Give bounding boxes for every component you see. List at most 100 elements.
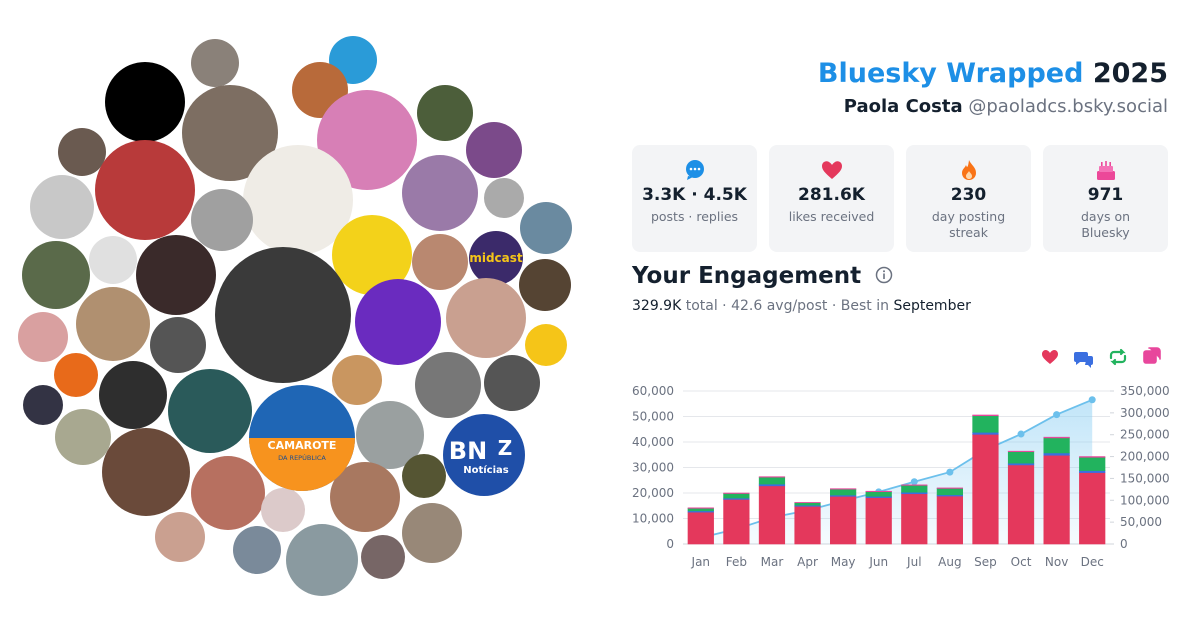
bar-segment xyxy=(723,499,750,545)
bar-segment xyxy=(1007,451,1035,464)
avatar xyxy=(412,234,468,290)
y-tick-label: 10,000 xyxy=(632,512,674,526)
x-tick-label: Apr xyxy=(797,555,818,569)
avatar xyxy=(22,241,90,309)
avatar xyxy=(402,503,462,563)
bar-segment xyxy=(936,488,963,496)
y2-tick-label: 350,000 xyxy=(1120,384,1170,398)
avatar xyxy=(356,401,424,469)
stat-card: 3.3K · 4.5K posts · replies xyxy=(632,145,757,252)
avatar-logo-text: Notícias xyxy=(463,464,509,476)
bar-segment xyxy=(1079,456,1106,458)
avatar-logo-text: midcast xyxy=(469,251,523,265)
bar-segment xyxy=(865,491,892,497)
y-tick-label: 30,000 xyxy=(632,461,674,475)
x-tick-label: Nov xyxy=(1045,555,1068,569)
icon xyxy=(1096,161,1115,180)
avatar xyxy=(18,312,68,362)
cumulative-point xyxy=(910,478,918,486)
avatar-logo-text: Z xyxy=(498,436,513,460)
avatar-logo-text: BN xyxy=(449,437,487,465)
handle: @paoladcs.bsky.social xyxy=(968,96,1168,117)
icon xyxy=(961,160,976,180)
avatar xyxy=(191,39,239,87)
avatar xyxy=(520,202,572,254)
y2-tick-label: 50,000 xyxy=(1120,515,1162,529)
bar-segment xyxy=(972,434,999,545)
stat-label: posts · replies xyxy=(650,209,739,224)
x-tick-label: Jul xyxy=(906,555,921,569)
stat-label: day posting streak xyxy=(931,209,1006,240)
engagement-summary: 329.9K total · 42.6 avg/post · Best in S… xyxy=(632,298,971,314)
icon xyxy=(821,161,842,179)
y2-tick-label: 150,000 xyxy=(1120,471,1170,485)
cumulative-point xyxy=(1053,411,1061,419)
bar-segment xyxy=(687,507,714,512)
bar-segment xyxy=(1007,464,1035,545)
bar-segment xyxy=(758,485,786,545)
avatar xyxy=(136,235,216,315)
legend-icon[interactable] xyxy=(1143,347,1161,364)
bar-segment xyxy=(972,415,999,433)
stat-value: 230 xyxy=(950,185,987,205)
legend-icon[interactable] xyxy=(1074,352,1093,368)
x-tick-label: Dec xyxy=(1081,555,1104,569)
avatar xyxy=(469,231,523,285)
avatar xyxy=(215,247,351,383)
avatar xyxy=(95,140,195,240)
avatar xyxy=(23,385,63,425)
avatar xyxy=(484,355,540,411)
x-tick-label: Mar xyxy=(761,555,784,569)
legend-icon[interactable] xyxy=(1042,349,1058,364)
avatar-logo-text: DA REPÚBLICA xyxy=(278,453,326,462)
profile: Paola Costa @paoladcs.bsky.social xyxy=(844,96,1168,117)
avatar xyxy=(191,456,265,530)
bar-segment xyxy=(758,476,786,478)
bar-segment xyxy=(901,493,928,545)
info-icon[interactable] xyxy=(875,266,893,284)
summary: total · 42.6 avg/post · Best in xyxy=(685,298,889,314)
avatar xyxy=(443,414,525,496)
y-tick-label: 20,000 xyxy=(632,486,674,500)
bar-segment xyxy=(830,488,857,496)
bar-segment xyxy=(901,485,928,493)
year: 2025 xyxy=(1092,58,1168,89)
cumulative-point xyxy=(946,468,954,476)
avatar xyxy=(402,155,478,231)
bar-segment xyxy=(830,496,857,545)
bar-segment xyxy=(687,511,714,545)
bar-segment xyxy=(1043,437,1070,454)
avatar xyxy=(243,145,353,255)
bar-segment xyxy=(1043,452,1070,456)
x-tick-label: Sep xyxy=(974,555,997,569)
stat-card: 281.6K likes received xyxy=(769,145,894,252)
y2-tick-label: 250,000 xyxy=(1120,428,1170,442)
stat-card: 971 days on Bluesky xyxy=(1043,145,1168,252)
y-tick-label: 0 xyxy=(666,537,674,551)
icon xyxy=(685,160,704,180)
engagement-chart: 0 10,000 20,000 30,000 40,000 50,000 60,000 0 50… xyxy=(632,347,1170,569)
bar-segment xyxy=(1043,436,1070,439)
avatar xyxy=(182,85,278,181)
avatar xyxy=(286,524,358,596)
avatar xyxy=(361,535,405,579)
avatar-logo-half xyxy=(249,438,355,491)
bar-segment xyxy=(758,476,786,485)
legend-icon[interactable] xyxy=(1109,348,1127,366)
avatar xyxy=(402,454,446,498)
avatar xyxy=(233,526,281,574)
avatar xyxy=(317,90,417,190)
bar-segment xyxy=(687,507,714,509)
avatar xyxy=(519,259,571,311)
bar-segment xyxy=(901,484,928,486)
wrapped-title: Bluesky Wrapped 2025 xyxy=(818,58,1168,89)
avatar xyxy=(355,279,441,365)
bar-segment xyxy=(723,492,750,494)
bar-segment xyxy=(830,488,857,490)
avatar xyxy=(155,512,205,562)
x-tick-label: May xyxy=(831,555,856,569)
avatar xyxy=(99,361,167,429)
avatar xyxy=(417,85,473,141)
